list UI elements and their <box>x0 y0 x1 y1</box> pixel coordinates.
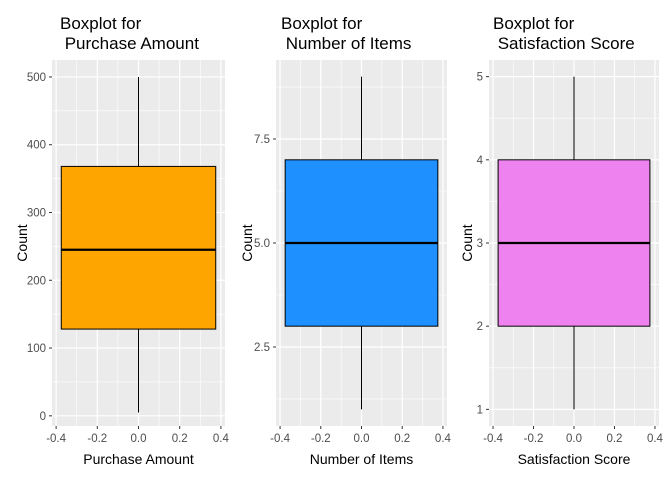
x-tick-label: 0.0 <box>566 433 582 445</box>
chart-title-line: Number of Items <box>281 34 411 53</box>
y-tick-label: 1 <box>477 404 483 416</box>
chart-title-line: Boxplot for <box>493 14 575 33</box>
x-tick-label: -0.4 <box>483 433 503 445</box>
y-tick-label: 300 <box>27 208 46 220</box>
y-tick-label: 5.0 <box>254 238 270 250</box>
chart-title: Boxplot for Purchase Amount <box>60 14 199 53</box>
x-tick-label: 0.4 <box>435 433 452 445</box>
x-tick-label: -0.4 <box>270 433 290 445</box>
boxplot-panel-3: 1 2 3 4 5 -0.4 -0.2 0.0 0.2 0.4 Boxplot for Satisf… <box>459 14 664 467</box>
boxplot-panel-2: 2.5 5.0 7.5 -0.4 -0.2 0.0 0.2 0.4 Boxplot for Nu… <box>239 14 452 467</box>
y-tick-label: 4 <box>477 155 484 167</box>
y-tick-label: 400 <box>27 140 46 152</box>
x-axis-title: Purchase Amount <box>83 451 194 467</box>
x-tick-label: 0.4 <box>213 433 230 445</box>
x-tick-label: 0.2 <box>606 433 622 445</box>
chart-title-line: Purchase Amount <box>60 34 199 53</box>
y-axis-title: Count <box>459 224 475 261</box>
x-tick-label: 0.2 <box>172 433 188 445</box>
y-tick-label: 3 <box>477 238 483 250</box>
chart-title: Boxplot for Number of Items <box>281 14 411 53</box>
x-tick-label: -0.2 <box>87 433 107 445</box>
chart-title: Boxplot for Satisfaction Score <box>493 14 635 53</box>
y-tick-label: 100 <box>27 343 46 355</box>
y-axis-title: Count <box>239 224 255 261</box>
chart-title-line: Boxplot for <box>60 14 142 33</box>
chart-title-line: Boxplot for <box>281 14 363 33</box>
x-axis-title: Number of Items <box>310 451 413 467</box>
y-tick-label: 2.5 <box>254 342 270 354</box>
x-tick-label: -0.2 <box>524 433 544 445</box>
y-tick-label: 2 <box>477 321 483 333</box>
y-tick-label: 0 <box>40 411 46 423</box>
x-tick-label: -0.4 <box>46 433 66 445</box>
y-axis-title: Count <box>14 224 30 261</box>
x-tick-label: 0.4 <box>647 433 664 445</box>
chart-title-line: Satisfaction Score <box>493 34 635 53</box>
x-tick-label: 0.2 <box>394 433 410 445</box>
y-tick-label: 7.5 <box>254 134 270 146</box>
x-tick-label: -0.2 <box>311 433 331 445</box>
y-tick-label: 5 <box>477 72 483 84</box>
x-axis-title: Satisfaction Score <box>518 451 631 467</box>
y-tick-label: 200 <box>27 275 46 287</box>
y-tick-label: 500 <box>27 72 46 84</box>
x-tick-label: 0.0 <box>354 433 370 445</box>
boxplot-panel-1: 0 100 200 300 400 500 -0.4 -0.2 0.0 0.2 0.4 Boxplot… <box>14 14 229 467</box>
interquartile-box <box>60 165 217 330</box>
x-tick-label: 0.0 <box>131 433 147 445</box>
